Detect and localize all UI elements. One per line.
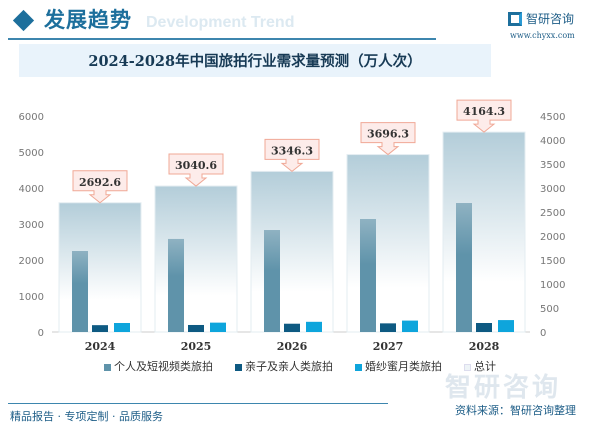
- right-axis-tick: 500: [540, 304, 559, 315]
- legend-item-wedding: 婚纱蜜月类旅拍: [355, 360, 442, 373]
- bar-family: [284, 323, 300, 332]
- bar-family: [380, 323, 396, 332]
- footer-slogan: 精品报告 · 专项定制 · 品质服务: [10, 410, 163, 423]
- right-axis-tick: 2000: [540, 232, 565, 243]
- bar-personal: [168, 238, 184, 332]
- bar-family: [188, 324, 204, 332]
- watermark: 智研咨询: [445, 373, 562, 403]
- right-axis-tick: 4000: [540, 136, 565, 147]
- bar-personal: [264, 230, 280, 332]
- total-bar: [58, 202, 142, 333]
- footer-divider: [8, 403, 388, 404]
- right-axis-tick: 3500: [540, 160, 565, 171]
- left-axis-tick: 2000: [19, 256, 44, 267]
- x-axis-tick: 2026: [277, 340, 308, 353]
- bar-family: [476, 323, 492, 332]
- right-axis-tick: 4500: [540, 112, 565, 123]
- right-axis-tick: 1500: [540, 256, 565, 267]
- bar-personal: [456, 203, 472, 332]
- x-axis-tick: 2028: [469, 340, 500, 353]
- left-axis-tick: 6000: [19, 112, 44, 123]
- brand-logo-icon: [508, 11, 522, 26]
- brand-logo: 智研咨询: [508, 10, 574, 27]
- bar-wedding: [498, 320, 514, 332]
- bar-wedding: [114, 323, 130, 332]
- left-axis-tick: 0: [38, 328, 44, 339]
- source-note: 资料来源：智研咨询整理: [455, 404, 576, 417]
- header-divider: [8, 38, 436, 40]
- left-axis-tick: 4000: [19, 184, 44, 195]
- total-callout: [72, 170, 128, 204]
- total-callout: [264, 138, 320, 173]
- legend-item-personal: 个人及短视频类旅拍: [104, 360, 213, 373]
- legend-item-total: 总计: [464, 360, 496, 373]
- bar-personal: [72, 251, 88, 332]
- total-data-label: 2692.6: [79, 176, 121, 189]
- brand-url: www.chyxx.com: [510, 31, 575, 40]
- section-title: 发展趋势: [44, 8, 132, 32]
- legend-item-family: 亲子及亲人类旅拍: [235, 360, 333, 373]
- total-callout: [360, 122, 416, 156]
- total-callout: [456, 99, 512, 133]
- x-axis-tick: 2024: [85, 340, 116, 353]
- left-axis-tick: 3000: [19, 220, 44, 231]
- total-bar: [442, 131, 526, 333]
- total-bar: [154, 185, 238, 333]
- total-data-label: 3696.3: [367, 128, 409, 141]
- x-axis-tick: 2025: [181, 340, 212, 353]
- right-axis-tick: 3000: [540, 184, 565, 195]
- total-data-label: 3040.6: [175, 159, 217, 172]
- total-bar: [250, 170, 334, 333]
- bar-personal: [360, 218, 376, 332]
- total-data-label: 3346.3: [271, 144, 313, 157]
- left-axis-tick: 5000: [19, 148, 44, 159]
- bar-wedding: [210, 322, 226, 332]
- right-axis-tick: 1000: [540, 280, 565, 291]
- x-axis-tick: 2027: [373, 340, 404, 353]
- legend: 个人及短视频类旅拍 亲子及亲人类旅拍 婚纱蜜月类旅拍 总计: [0, 360, 600, 373]
- section-title-background-text: Development Trend: [146, 14, 295, 31]
- total-bar: [346, 154, 430, 333]
- bar-wedding: [306, 321, 322, 332]
- total-data-label: 4164.3: [463, 105, 505, 118]
- bar-family: [92, 325, 108, 332]
- right-axis-tick: 0: [540, 328, 546, 339]
- left-axis-tick: 1000: [19, 292, 44, 303]
- right-axis-tick: 2500: [540, 208, 565, 219]
- chart-title: 2024-2028年中国旅拍行业需求量预测（万人次）: [19, 44, 491, 77]
- bar-wedding: [402, 320, 418, 332]
- total-callout: [168, 153, 224, 187]
- brand-name: 智研咨询: [526, 12, 575, 26]
